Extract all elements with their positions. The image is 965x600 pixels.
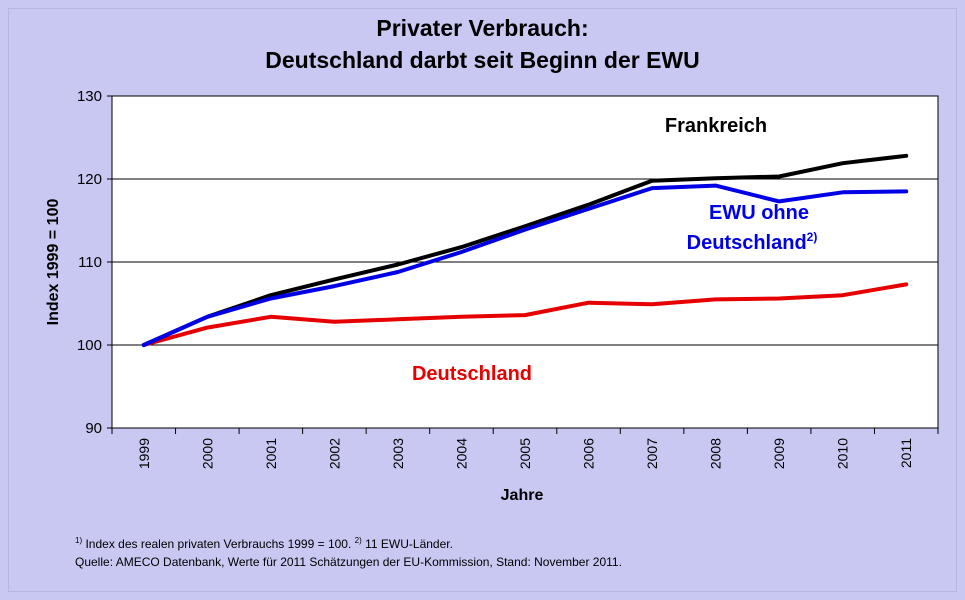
x-tick-label: 2006 [581, 438, 597, 469]
x-tick-label: 2009 [771, 438, 787, 469]
chart-subtitle: Deutschland darbt seit Beginn der EWU [265, 47, 700, 73]
x-tick-label: 2008 [708, 438, 724, 469]
y-tick-label: 110 [78, 254, 102, 271]
y-tick-label: 130 [77, 88, 102, 105]
footnote-1-text: Index des realen privaten Verbrauchs 199… [82, 537, 355, 551]
x-tick-label: 2011 [898, 438, 914, 468]
legend-label-ewu-line2: Deutschland2) [687, 230, 818, 254]
x-tick-label: 2000 [199, 438, 215, 469]
series-line-ewu-ohne-deutschland [141, 183, 909, 347]
footnote-1-marker: 1) [75, 536, 83, 545]
x-tick-label: 2007 [644, 438, 660, 469]
y-tick-label: 100 [77, 337, 102, 354]
x-tick-label: 2001 [263, 438, 279, 469]
source-note: Quelle: AMECO Datenbank, Werte für 2011 … [75, 555, 622, 569]
series-line-deutschland [141, 282, 909, 347]
chart-title-block: Privater Verbrauch: Deutschland darbt se… [0, 12, 965, 76]
y-tick-label: 120 [77, 171, 102, 188]
footnote-line-1: 1) Index des realen privaten Verbrauchs … [75, 532, 622, 553]
x-axis-label: Jahre [501, 487, 544, 504]
x-tick-label: 1999 [136, 438, 152, 469]
x-tick-label: 2002 [326, 438, 342, 469]
legend-label-frankreich: Frankreich [665, 115, 767, 137]
y-axis-label: Index 1999 = 100 [45, 199, 62, 326]
footnote-2-text: 11 EWU-Länder. [361, 537, 453, 551]
x-tick-label: 2003 [390, 438, 406, 469]
footnote-2-marker: 2) [354, 536, 362, 545]
x-tick-label: 2010 [835, 438, 851, 469]
footnotes: 1) Index des realen privaten Verbrauchs … [75, 532, 622, 571]
y-tick-label: 90 [85, 420, 102, 437]
x-tick-label: 2005 [517, 438, 533, 469]
legend-label-ewu-line1: EWU ohne [709, 202, 809, 224]
chart-title: Privater Verbrauch: [376, 15, 589, 41]
legend-label-deutschland: Deutschland [412, 363, 532, 385]
x-tick-label: 2004 [453, 438, 469, 469]
series-line-frankreich [141, 153, 909, 347]
